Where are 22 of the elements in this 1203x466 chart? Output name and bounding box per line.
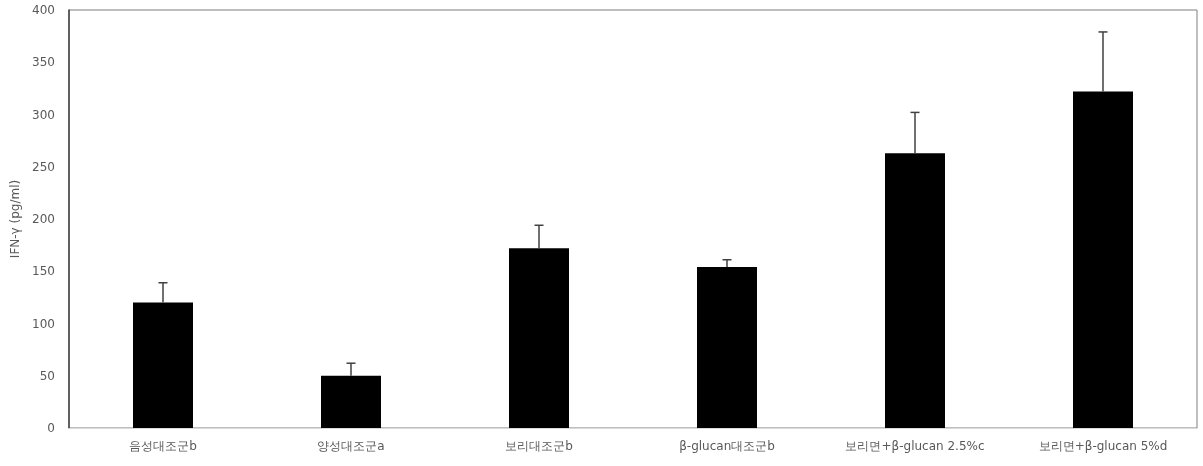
bar: [133, 302, 193, 428]
x-tick-label: 보리면+β-glucan 5%d: [1038, 439, 1168, 453]
y-tick-label: 150: [32, 264, 55, 279]
y-tick-label: 0: [47, 421, 55, 435]
y-tick-label: 200: [32, 212, 55, 226]
y-tick-label: 400: [32, 3, 55, 17]
x-tick-label: 양성대조군a: [317, 439, 385, 453]
bar: [885, 153, 945, 428]
y-tick-label: 300: [32, 107, 55, 122]
x-tick-label: 음성대조군b: [129, 439, 197, 453]
x-tick-label: 보리대조군b: [505, 439, 573, 453]
bar: [697, 267, 757, 428]
y-tick-label: 100: [32, 316, 55, 331]
y-tick-label: 350: [32, 55, 55, 70]
y-tick-label: 250: [32, 159, 55, 174]
bar: [321, 375, 381, 428]
x-tick-label: β-glucan대조군b: [679, 439, 775, 453]
bar: [509, 248, 569, 428]
y-tick-label: 50: [39, 368, 55, 383]
y-axis-title: IFN-γ (pg/ml): [8, 179, 22, 259]
bar: [1073, 91, 1133, 428]
x-tick-label: 보리면+β-glucan 2.5%c: [845, 439, 985, 453]
